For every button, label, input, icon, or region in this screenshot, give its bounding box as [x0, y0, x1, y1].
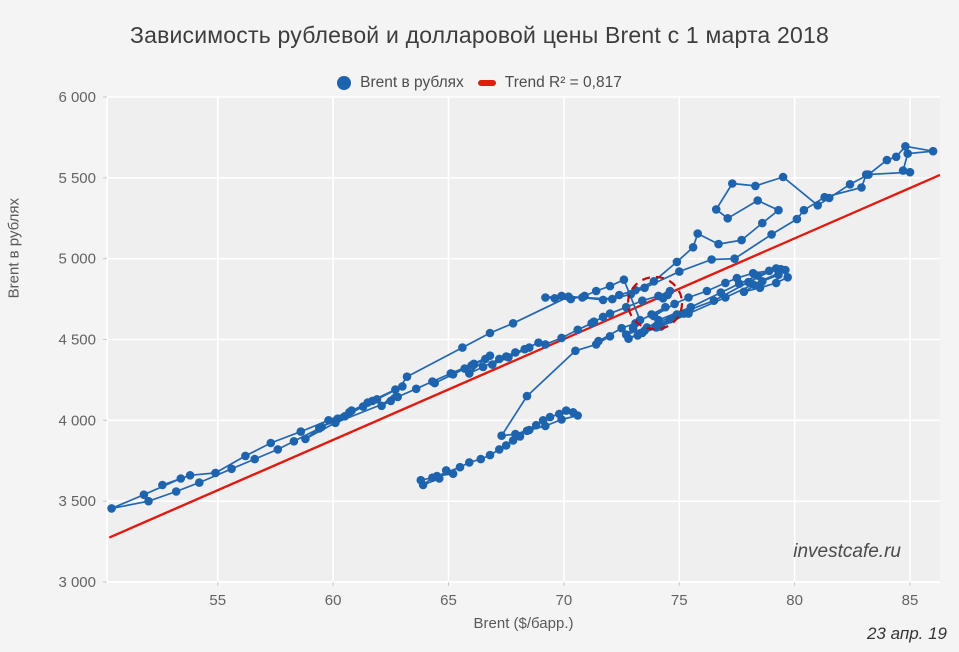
legend-trend-label: Trend R² = 0,817 — [504, 74, 622, 91]
legend-series-label: Brent в рублях — [360, 74, 464, 91]
chart-title: Зависимость рублевой и долларовой цены B… — [130, 22, 829, 48]
svg-text:80: 80 — [786, 592, 803, 609]
date-note: 23 апр. 19 — [866, 624, 947, 643]
legend-item-trend: Trend R² = 0,817 — [477, 74, 622, 92]
svg-text:70: 70 — [556, 592, 573, 609]
svg-text:55: 55 — [209, 592, 226, 609]
svg-text:75: 75 — [671, 592, 688, 609]
watermark: investcafe.ru — [793, 541, 901, 562]
x-tick-labels: 55 60 65 70 75 80 85 — [209, 592, 918, 609]
svg-text:85: 85 — [902, 592, 919, 609]
annotation-circle — [626, 275, 684, 331]
y-tick-labels: 3 000 3 500 4 000 4 500 5 000 5 500 6 000 — [58, 89, 96, 591]
svg-text:6 000: 6 000 — [58, 89, 96, 106]
legend: Brent в рублях Trend R² = 0,817 — [0, 74, 959, 92]
svg-text:3 500: 3 500 — [58, 493, 96, 510]
y-axis-title: Brent в рублях — [5, 198, 23, 299]
x-axis-title: Brent ($/барр.) — [473, 615, 574, 632]
svg-text:5 500: 5 500 — [58, 170, 96, 187]
series-points — [107, 142, 938, 513]
trend-line — [108, 173, 941, 539]
axis-ticks — [103, 96, 911, 586]
series-marker-icon — [337, 76, 352, 90]
svg-text:4 000: 4 000 — [58, 412, 96, 429]
svg-text:3 000: 3 000 — [58, 574, 96, 591]
legend-item-series: Brent в рублях — [337, 74, 464, 92]
svg-text:60: 60 — [325, 592, 342, 609]
svg-text:5 000: 5 000 — [58, 251, 96, 268]
svg-text:4 500: 4 500 — [58, 332, 96, 349]
svg-text:65: 65 — [440, 592, 457, 609]
trend-marker-icon — [477, 80, 496, 86]
